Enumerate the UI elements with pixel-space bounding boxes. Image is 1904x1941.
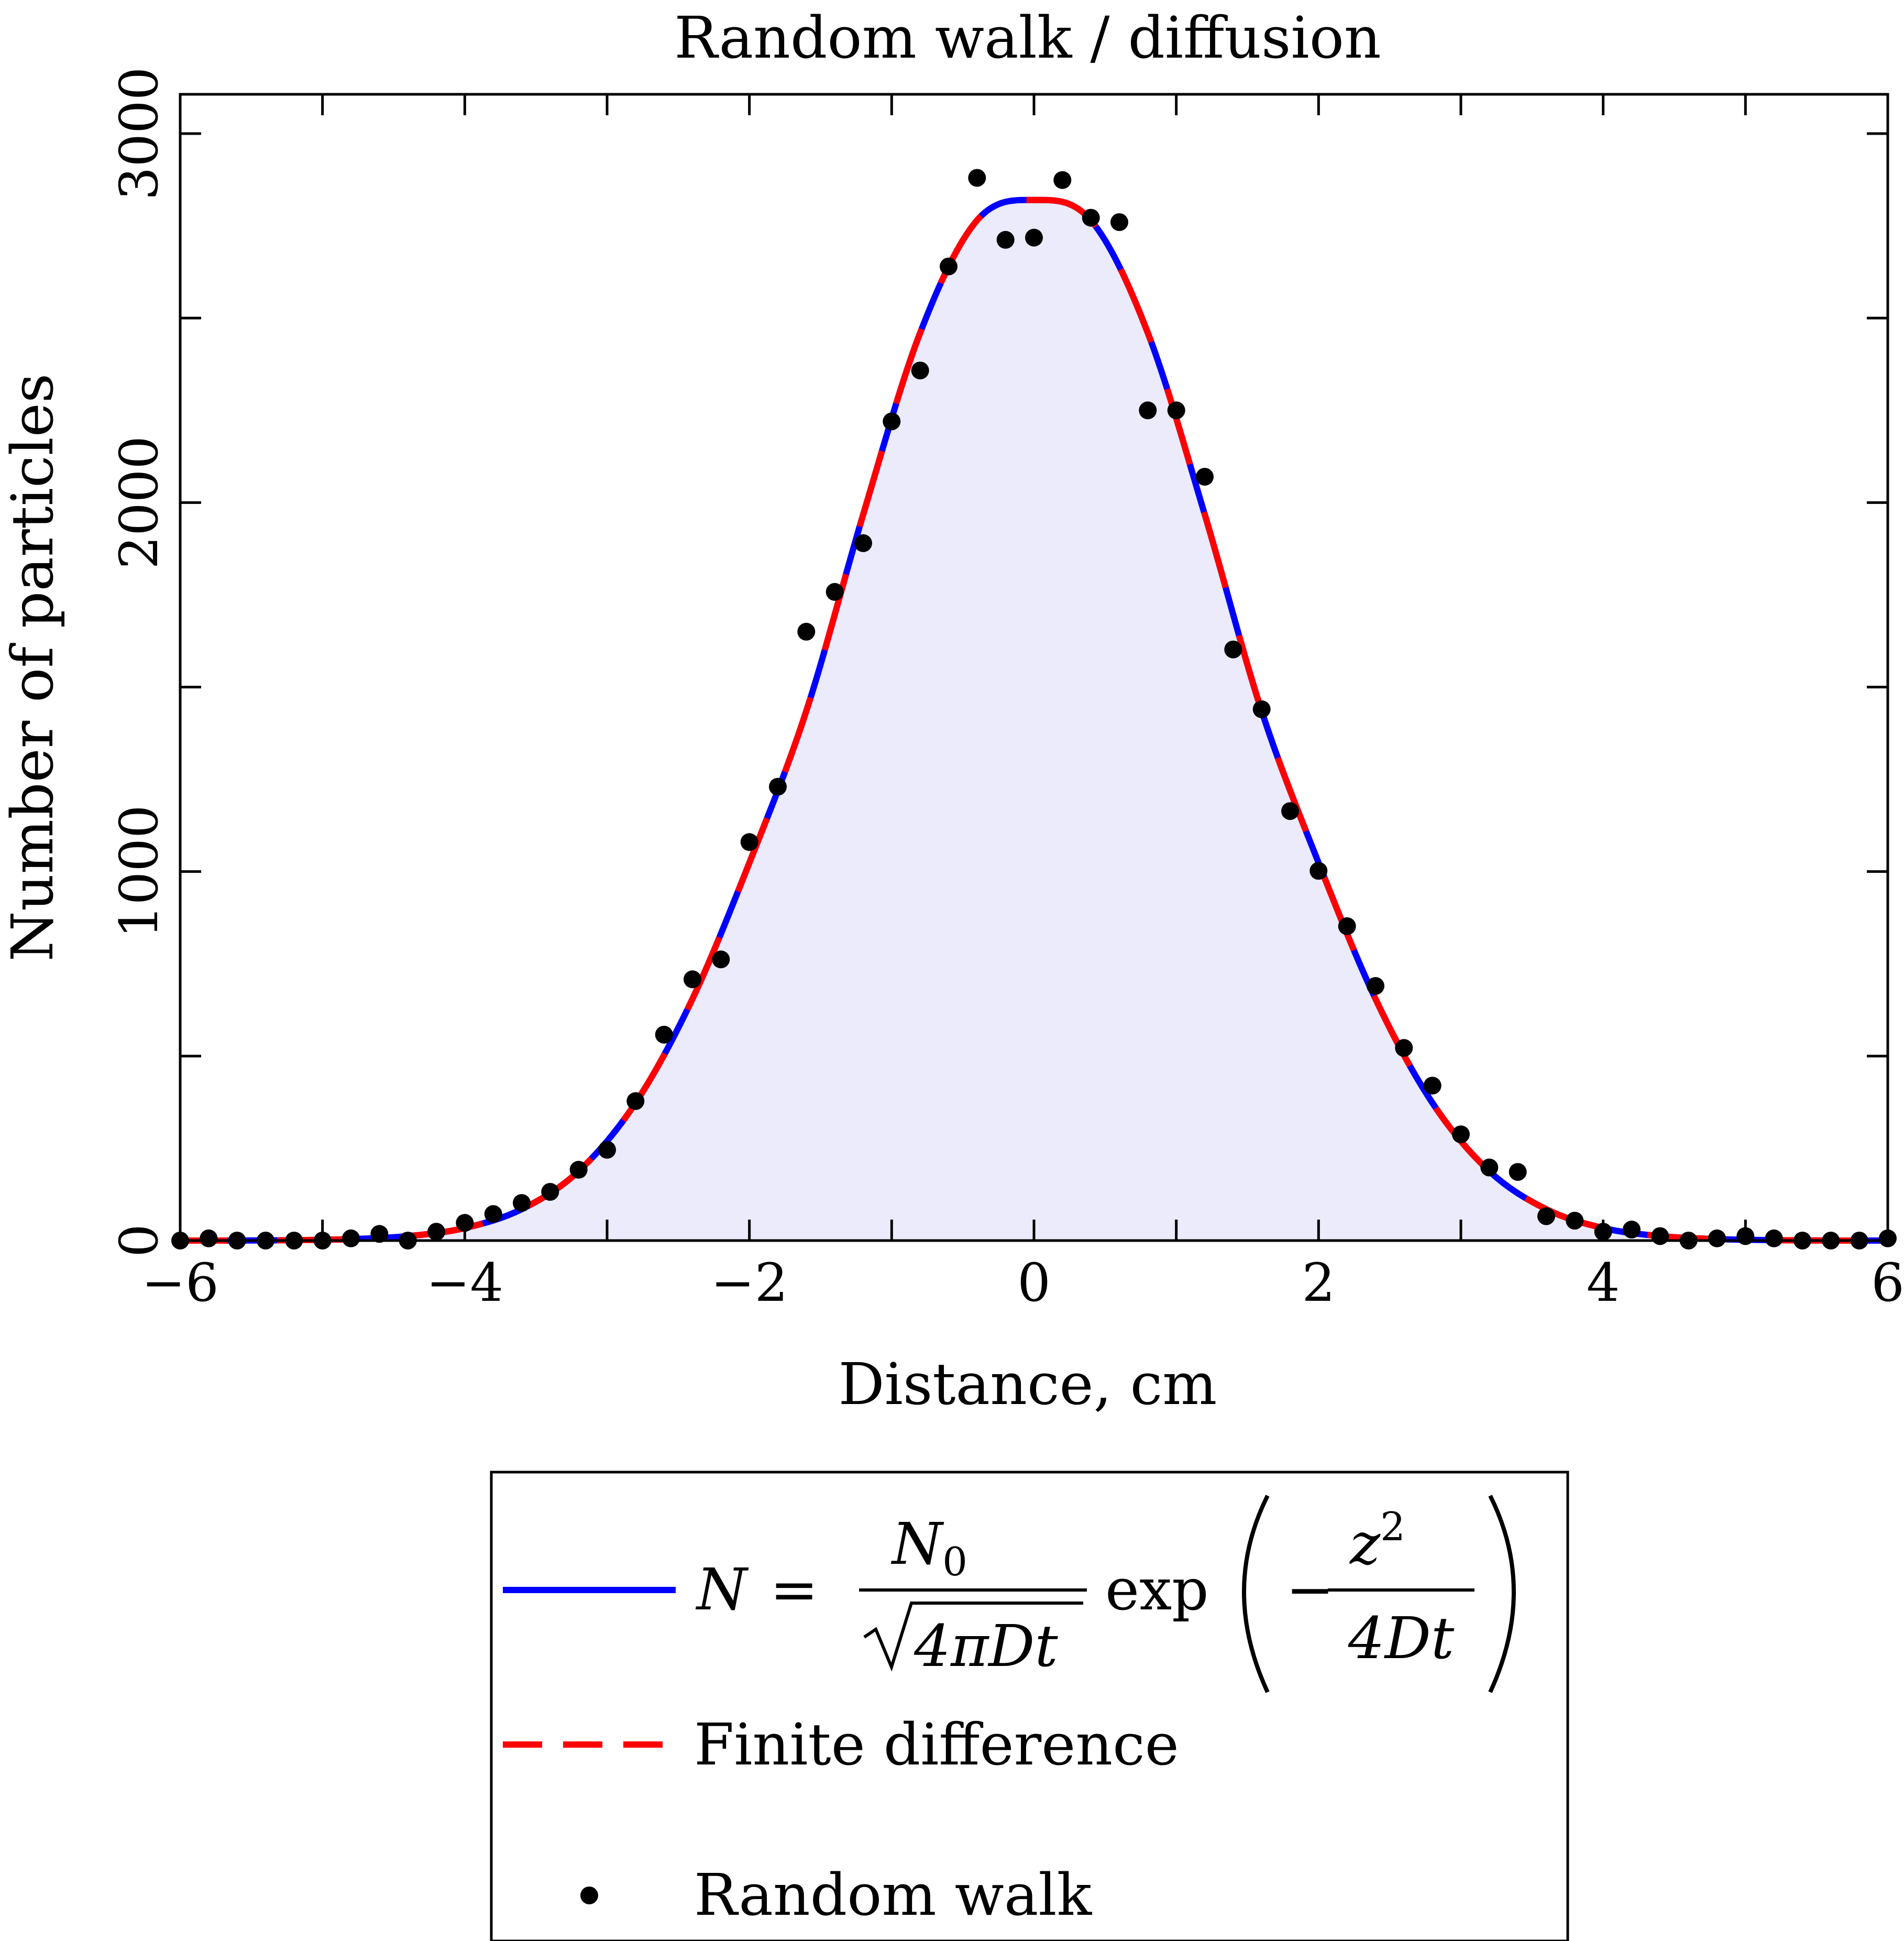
random-walk-point [1765, 1229, 1783, 1247]
random-walk-point [1196, 468, 1214, 486]
random-walk-point [911, 361, 929, 380]
random-walk-point [996, 231, 1015, 249]
formula-exp: exp [1105, 1556, 1209, 1623]
random-walk-point [541, 1183, 559, 1201]
formula-n: N [695, 1556, 749, 1623]
formula-minus: − [1286, 1556, 1334, 1623]
x-tick-label: 2 [1302, 1252, 1336, 1313]
random-walk-point [655, 1026, 673, 1044]
legend-box [490, 1471, 1569, 1941]
random-walk-point [1537, 1207, 1555, 1225]
formula-4dt: 4Dt [1348, 1605, 1455, 1672]
random-walk-point [342, 1229, 360, 1247]
legend-finite-difference-label: Finite difference [694, 1711, 1179, 1778]
random-walk-point [1423, 1077, 1441, 1095]
random-walk-point [569, 1160, 588, 1179]
random-walk-point [1708, 1229, 1726, 1247]
series-line-finite-difference [180, 196, 1888, 1244]
y-tick-label: 3000 [108, 67, 170, 201]
x-tick-label: −2 [711, 1252, 788, 1313]
formula-numerator: N0 [890, 1510, 967, 1585]
formula-left-paren [1242, 1495, 1270, 1693]
random-walk-point [598, 1141, 616, 1159]
random-walk-point [427, 1223, 445, 1241]
random-walk-point [684, 970, 701, 989]
legend: N = N0 4πDt exp − z2 4Dt Finite differen… [490, 1471, 1569, 1941]
random-walk-point [1281, 802, 1299, 820]
x-tick-label: 6 [1871, 1252, 1904, 1313]
formula-numerator-n: N [890, 1510, 944, 1577]
formula-sqrt-sign [863, 1602, 1083, 1672]
x-tick-label: 0 [1017, 1252, 1051, 1313]
random-walk-point [883, 412, 901, 431]
random-walk-point [1367, 977, 1384, 995]
random-walk-point [1509, 1163, 1527, 1181]
random-walk-point [1566, 1212, 1584, 1230]
y-tick-label: 2000 [108, 436, 170, 569]
formula-z-sup: 2 [1380, 1504, 1405, 1550]
random-walk-point [370, 1225, 389, 1243]
area-fill-under-curve [180, 200, 1888, 1241]
random-walk-point [826, 583, 844, 601]
random-walk-point [1082, 209, 1100, 227]
random-walk-point [1452, 1125, 1470, 1144]
formula-z-squared: z2 [1349, 1504, 1405, 1577]
legend-analytic-formula: N = N0 4πDt exp − z2 4Dt [695, 1495, 1516, 1693]
legend-random-walk-label: Random walk [694, 1861, 1093, 1928]
formula-z: z [1349, 1510, 1381, 1577]
y-tick-label: 0 [108, 1224, 170, 1257]
axis-ticks: −6 −4 −2 0 2 4 6 0 1000 2000 3000 [108, 67, 1904, 1313]
random-walk-point [1053, 171, 1072, 189]
random-walk-point [1224, 640, 1242, 659]
random-walk-point [854, 534, 872, 552]
random-walk-point [712, 950, 730, 969]
random-walk-point [769, 777, 787, 796]
x-tick-label: 4 [1587, 1252, 1620, 1313]
legend-random-walk-marker [580, 1887, 598, 1904]
y-tick-label: 1000 [108, 805, 170, 938]
random-walk-point [797, 622, 816, 641]
random-walk-point [484, 1205, 502, 1223]
random-walk-point [200, 1229, 218, 1247]
random-walk-point [1025, 228, 1043, 247]
y-axis-label: Number of particles [0, 374, 66, 962]
random-walk-point [1309, 862, 1328, 880]
random-walk-point [1338, 917, 1356, 935]
random-walk-point [1480, 1158, 1499, 1177]
formula-denominator: 4πDt [914, 1613, 1058, 1680]
formula-right-paren [1488, 1495, 1516, 1693]
plot-area [171, 169, 1897, 1249]
random-walk-point [1623, 1220, 1641, 1238]
x-axis-label: Distance, cm [838, 1351, 1217, 1418]
random-walk-point [1651, 1227, 1669, 1245]
random-walk-point [1139, 401, 1157, 420]
chart-title: Random walk / diffusion [674, 4, 1381, 71]
random-walk-point [1110, 213, 1128, 231]
x-tick-label: −4 [426, 1252, 503, 1313]
random-walk-point [513, 1194, 531, 1212]
random-walk-point [740, 833, 758, 851]
random-walk-point [968, 169, 986, 187]
formula-numerator-sub: 0 [942, 1539, 967, 1585]
random-walk-point [1252, 700, 1271, 718]
random-walk-point [940, 257, 957, 276]
x-tick-label: −6 [141, 1252, 218, 1313]
formula-equals: = [770, 1556, 818, 1623]
random-walk-point [1167, 401, 1185, 420]
random-walk-point [626, 1092, 645, 1110]
random-walk-point [1395, 1039, 1413, 1057]
